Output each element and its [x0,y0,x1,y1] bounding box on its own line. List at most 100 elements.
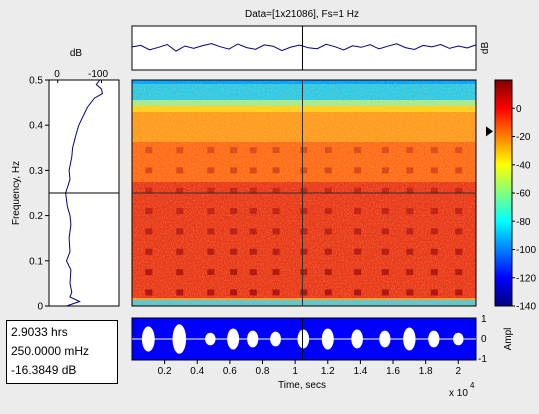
colorbar: 0 -20 -40 -60 -80 -100 -120 -140 [486,79,536,313]
spectrogram-event-6-7 [300,147,308,154]
spectrogram-event-3-5 [230,187,238,194]
spectrogram-event-11-1 [430,269,438,276]
spectrogram-event-7-4 [324,208,332,215]
timeseries-event-6 [297,329,310,349]
timeseries-event-10 [403,327,416,351]
spectrogram-event-1-3 [176,228,184,235]
colorbar-tick-label-1: -20 [516,132,531,143]
spectrogram-event-7-5 [324,187,332,194]
time-tick-label-9: 2 [456,366,462,377]
frequency-axis-label: Frequency, Hz [11,161,22,225]
spectrogram-event-3-3 [230,228,238,235]
frequency-tick-label-3: 0.3 [29,166,43,177]
spectrogram-event-12-4 [455,208,463,215]
ampl-tick-label-1: 0 [481,334,487,345]
spectrogram-event-8-6 [354,167,362,174]
spectrogram-event-10-5 [406,187,414,194]
spectrum-panel: dB 0 -100 0 0.1 0.2 0.3 0.4 0.5 Frequency, Hz [11,48,120,313]
spectrogram-event-6-0 [300,289,308,296]
spectrum-xtick-label-1: -100 [88,69,108,80]
spectrogram-event-11-0 [430,289,438,296]
spectrogram-event-11-2 [430,248,438,255]
time-tick-label-6: 1.4 [353,366,367,377]
spectrogram-event-11-7 [430,147,438,154]
spectrogram-panel [131,79,477,307]
spectrogram-event-7-1 [324,269,332,276]
readout-time: 2.9033 hrs [11,325,68,339]
spectrogram-event-6-1 [300,269,308,276]
spectrogram-event-5-1 [272,269,280,276]
spectrogram-event-2-1 [207,269,215,276]
spectrogram-event-3-2 [230,248,238,255]
spectrogram-event-8-3 [354,228,362,235]
spectrogram-event-4-4 [249,208,257,215]
time-tick-label-1: 0.4 [190,366,204,377]
frequency-ticks: 0 0.1 0.2 0.3 0.4 0.5 [29,76,102,313]
spectrogram-event-6-5 [300,187,308,194]
spectrogram-event-5-5 [272,187,280,194]
spectrogram-event-4-5 [249,187,257,194]
ampl-axis-label: Ampl [503,328,514,351]
spectrogram-event-1-5 [176,187,184,194]
timeseries-event-9 [379,330,391,348]
spectrogram-event-10-1 [406,269,414,276]
spectrum-xtick-label-0: 0 [54,69,60,80]
spectrogram-event-4-1 [249,269,257,276]
colorbar-level-marker[interactable] [486,126,493,137]
timeseries-event-4 [247,330,259,348]
colorbar-tick-label-7: -140 [516,302,536,313]
spectrogram-event-11-5 [430,187,438,194]
spectrogram-event-10-7 [406,147,414,154]
spectrogram-event-0-6 [145,167,153,174]
time-tick-label-2: 0.6 [223,366,237,377]
time-tick-label-4: 1 [292,366,298,377]
spectrogram-event-12-6 [455,167,463,174]
spectrogram-band-bottom [132,300,476,306]
timeseries-event-8 [351,329,363,349]
spectrogram-event-12-3 [455,228,463,235]
spectrogram-event-6-4 [300,208,308,215]
spectrogram-event-10-2 [406,248,414,255]
spectrogram-event-1-6 [176,167,184,174]
spectrogram-event-8-5 [354,187,362,194]
spectrogram-event-1-0 [176,289,184,296]
spectrogram-event-6-2 [300,248,308,255]
frequency-tick-label-2: 0.2 [29,211,43,222]
spectrogram-event-0-1 [145,269,153,276]
spectrogram-event-5-2 [272,248,280,255]
spectrogram-event-8-2 [354,248,362,255]
spectrogram-event-10-3 [406,228,414,235]
colorbar-tick-label-0: 0 [516,104,522,115]
spectrogram-event-12-5 [455,187,463,194]
time-axis-multiplier: x 10 [449,388,468,399]
spectrogram-event-10-4 [406,208,414,215]
spectrogram-event-12-2 [455,248,463,255]
time-tick-label-8: 1.8 [419,366,433,377]
spectrogram-event-9-0 [381,289,389,296]
spectrogram-event-5-0 [272,289,280,296]
spectrogram-event-9-1 [381,269,389,276]
spectrogram-event-8-0 [354,289,362,296]
spectrum-xlabel: dB [70,48,83,59]
power-panel-frame [131,25,477,71]
spectrogram-event-12-0 [455,289,463,296]
spectrogram-event-5-6 [272,167,280,174]
spectrogram-event-2-6 [207,167,215,174]
readout-frequency: 250.0000 mHz [11,344,90,358]
spectrogram-event-0-4 [145,208,153,215]
spectrogram-event-12-1 [455,269,463,276]
spectrogram-event-1-7 [176,147,184,154]
spectrogram-event-4-2 [249,248,257,255]
spectrogram-event-0-2 [145,248,153,255]
spectrogram-event-5-4 [272,208,280,215]
colorbar-tick-label-5: -100 [516,245,536,256]
spectrogram-event-2-3 [207,228,215,235]
spectrogram-event-11-4 [430,208,438,215]
spectrogram-event-11-6 [430,167,438,174]
spectrogram-event-0-0 [145,289,153,296]
spectrogram-event-3-7 [230,147,238,154]
spectrogram-event-2-4 [207,208,215,215]
spectrogram-event-2-0 [207,289,215,296]
timeseries-events [141,324,464,354]
spectrogram-event-9-7 [381,147,389,154]
